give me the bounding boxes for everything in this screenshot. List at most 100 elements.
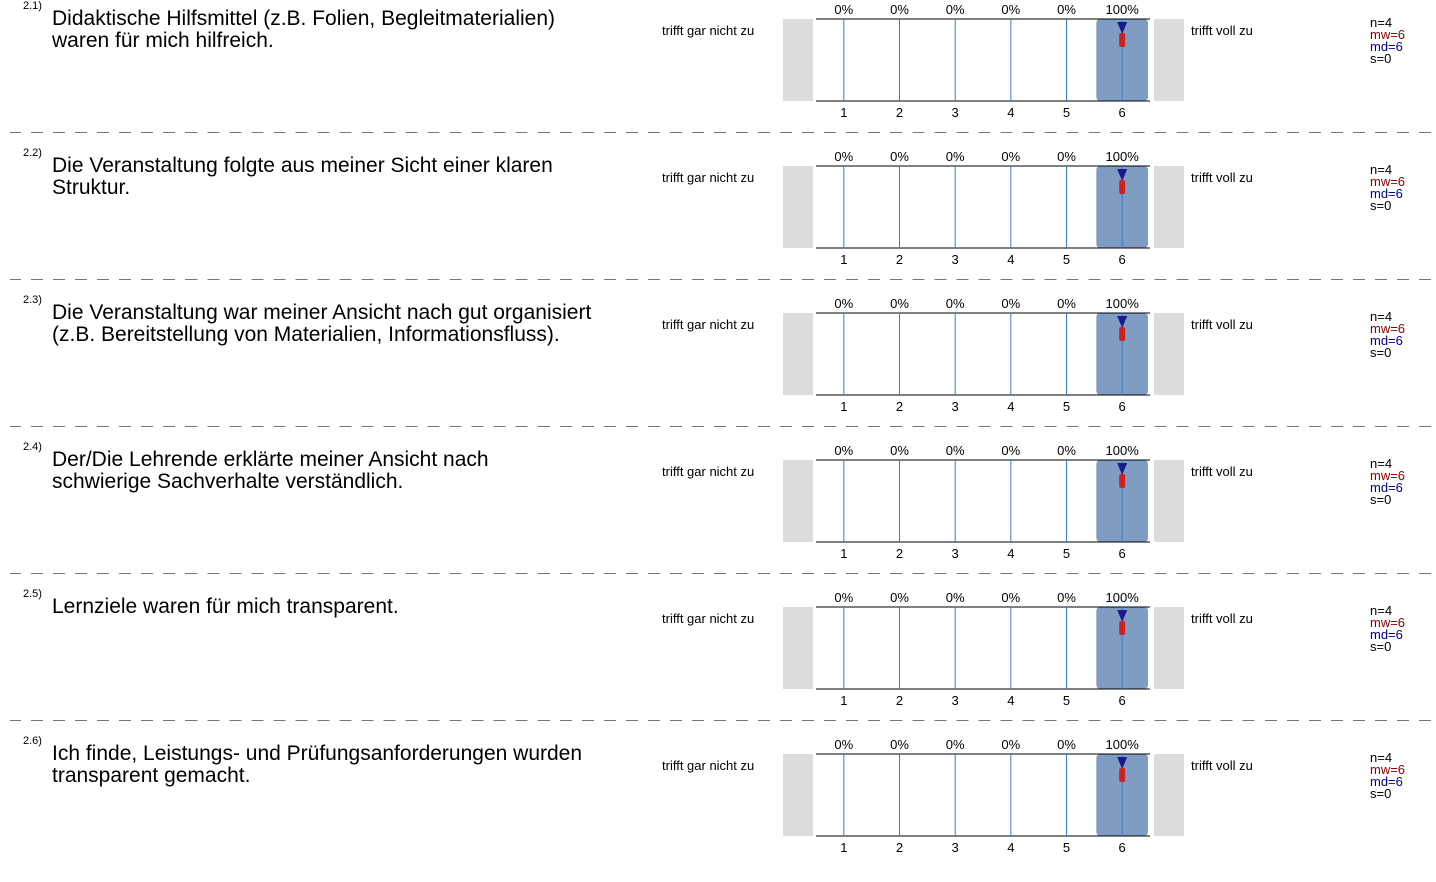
scale-right-label: trifft voll zu: [1191, 464, 1253, 479]
stat-s: s=0: [1370, 786, 1392, 801]
stat-mw: mw=6: [1370, 615, 1406, 630]
tick-label: 4: [1007, 399, 1014, 414]
question-text: Die Veranstaltung war meiner Ansicht nac…: [52, 301, 592, 346]
stat-md: md=6: [1370, 39, 1403, 54]
percent-label: 0%: [834, 2, 853, 17]
item-divider: [10, 279, 1436, 280]
tick-label: 5: [1063, 546, 1070, 561]
tick-label: 4: [1007, 693, 1014, 708]
scale-left-label: trifft gar nicht zu: [662, 170, 755, 185]
median-marker: [1117, 463, 1128, 475]
percent-label: 0%: [1057, 296, 1076, 311]
tick-label: 4: [1007, 252, 1014, 267]
mean-marker: [1119, 33, 1126, 47]
percent-label: 0%: [834, 590, 853, 605]
stat-s: s=0: [1370, 51, 1392, 66]
scale-left-label: trifft gar nicht zu: [662, 23, 755, 38]
percent-label: 0%: [1057, 443, 1076, 458]
question-number: 2.2): [23, 147, 42, 159]
question-item: 2.4) Der/Die Lehrende erklärte meiner An…: [0, 441, 1436, 588]
percent-label: 0%: [834, 443, 853, 458]
rating-chart: 0% 1 0% 2 0% 3 0% 4 0% 5 100% 6: [783, 590, 1184, 708]
percent-label: 0%: [946, 737, 965, 752]
stat-mw: mw=6: [1370, 27, 1406, 42]
left-side-box: [783, 19, 813, 101]
tick-label: 3: [952, 399, 959, 414]
question-number: 2.3): [23, 294, 42, 306]
tick-label: 5: [1063, 105, 1070, 120]
tick-label: 6: [1119, 252, 1126, 267]
tick-label: 6: [1119, 105, 1126, 120]
percent-label: 0%: [1057, 2, 1076, 17]
rating-chart: 0% 1 0% 2 0% 3 0% 4 0% 5 100% 6: [783, 737, 1184, 855]
scale-right-label: trifft voll zu: [1191, 317, 1253, 332]
tick-label: 5: [1063, 693, 1070, 708]
mean-marker: [1119, 327, 1126, 341]
scale-right-label: trifft voll zu: [1191, 758, 1253, 773]
percent-label: 100%: [1106, 296, 1140, 311]
stat-n: n=4: [1370, 603, 1393, 618]
question-number: 2.5): [23, 588, 42, 600]
median-marker: [1117, 169, 1128, 181]
median-marker: [1117, 610, 1128, 622]
tick-label: 1: [840, 399, 847, 414]
item-divider: [10, 132, 1436, 133]
percent-label: 0%: [890, 590, 909, 605]
percent-label: 0%: [890, 296, 909, 311]
tick-label: 3: [952, 693, 959, 708]
tick-label: 3: [952, 105, 959, 120]
stat-n: n=4: [1370, 456, 1393, 471]
scale-left-label: trifft gar nicht zu: [662, 758, 755, 773]
right-side-box: [1154, 460, 1184, 542]
scale-left-label: trifft gar nicht zu: [662, 464, 755, 479]
tick-label: 5: [1063, 252, 1070, 267]
scale-right-label: trifft voll zu: [1191, 170, 1253, 185]
statistics: n=4 mw=6 md=6 s=0: [1370, 16, 1406, 66]
rating-chart: 0% 1 0% 2 0% 3 0% 4 0% 5 100% 6: [783, 296, 1184, 414]
rating-chart: 0% 1 0% 2 0% 3 0% 4 0% 5 100% 6: [783, 2, 1184, 120]
percent-label: 0%: [946, 443, 965, 458]
percent-label: 0%: [1057, 737, 1076, 752]
mean-marker: [1119, 474, 1126, 488]
statistics: n=4 mw=6 md=6 s=0: [1370, 751, 1405, 801]
rating-chart: 0% 1 0% 2 0% 3 0% 4 0% 5 100% 6: [783, 149, 1184, 267]
percent-label: 0%: [946, 590, 965, 605]
item-divider: [10, 573, 1436, 574]
percent-label: 0%: [1001, 296, 1020, 311]
scale-right-label: trifft voll zu: [1191, 611, 1253, 626]
question-number: 2.1): [23, 0, 42, 12]
question-item: 2.6) Ich finde, Leistungs- und Prüfungsa…: [0, 735, 1436, 882]
percent-label: 0%: [1001, 590, 1020, 605]
tick-label: 6: [1119, 840, 1126, 855]
stat-n: n=4: [1370, 162, 1393, 177]
percent-label: 100%: [1106, 443, 1140, 458]
question-text: Der/Die Lehrende erklärte meiner Ansicht…: [52, 448, 489, 493]
percent-label: 0%: [1001, 443, 1020, 458]
rating-chart: 0% 1 0% 2 0% 3 0% 4 0% 5 100% 6: [783, 443, 1184, 561]
question-item: 2.2) Die Veranstaltung folgte aus meiner…: [0, 147, 1436, 294]
question-number: 2.6): [23, 735, 42, 747]
tick-label: 2: [896, 693, 903, 708]
statistics: n=4 mw=6 md=6 s=0: [1370, 456, 1405, 506]
tick-label: 2: [896, 546, 903, 561]
question-item: 2.5) Lernziele waren für mich transparen…: [0, 588, 1436, 735]
right-side-box: [1154, 166, 1184, 248]
question-text: Didaktische Hilfsmittel (z.B. Folien, Be…: [52, 7, 556, 52]
tick-label: 2: [896, 252, 903, 267]
stat-md: md=6: [1370, 627, 1403, 642]
percent-label: 0%: [946, 2, 965, 17]
right-side-box: [1154, 754, 1184, 836]
question-text: Ich finde, Leistungs- und Prüfungsanford…: [52, 742, 583, 787]
percent-label: 0%: [1057, 149, 1076, 164]
percent-label: 0%: [1057, 590, 1076, 605]
percent-label: 0%: [890, 737, 909, 752]
right-side-box: [1154, 607, 1184, 689]
percent-label: 0%: [834, 296, 853, 311]
tick-label: 3: [952, 840, 959, 855]
item-divider: [10, 426, 1436, 427]
percent-label: 0%: [946, 149, 965, 164]
percent-label: 0%: [1001, 737, 1020, 752]
mean-marker: [1119, 621, 1126, 635]
tick-label: 1: [840, 105, 847, 120]
tick-label: 1: [840, 840, 847, 855]
